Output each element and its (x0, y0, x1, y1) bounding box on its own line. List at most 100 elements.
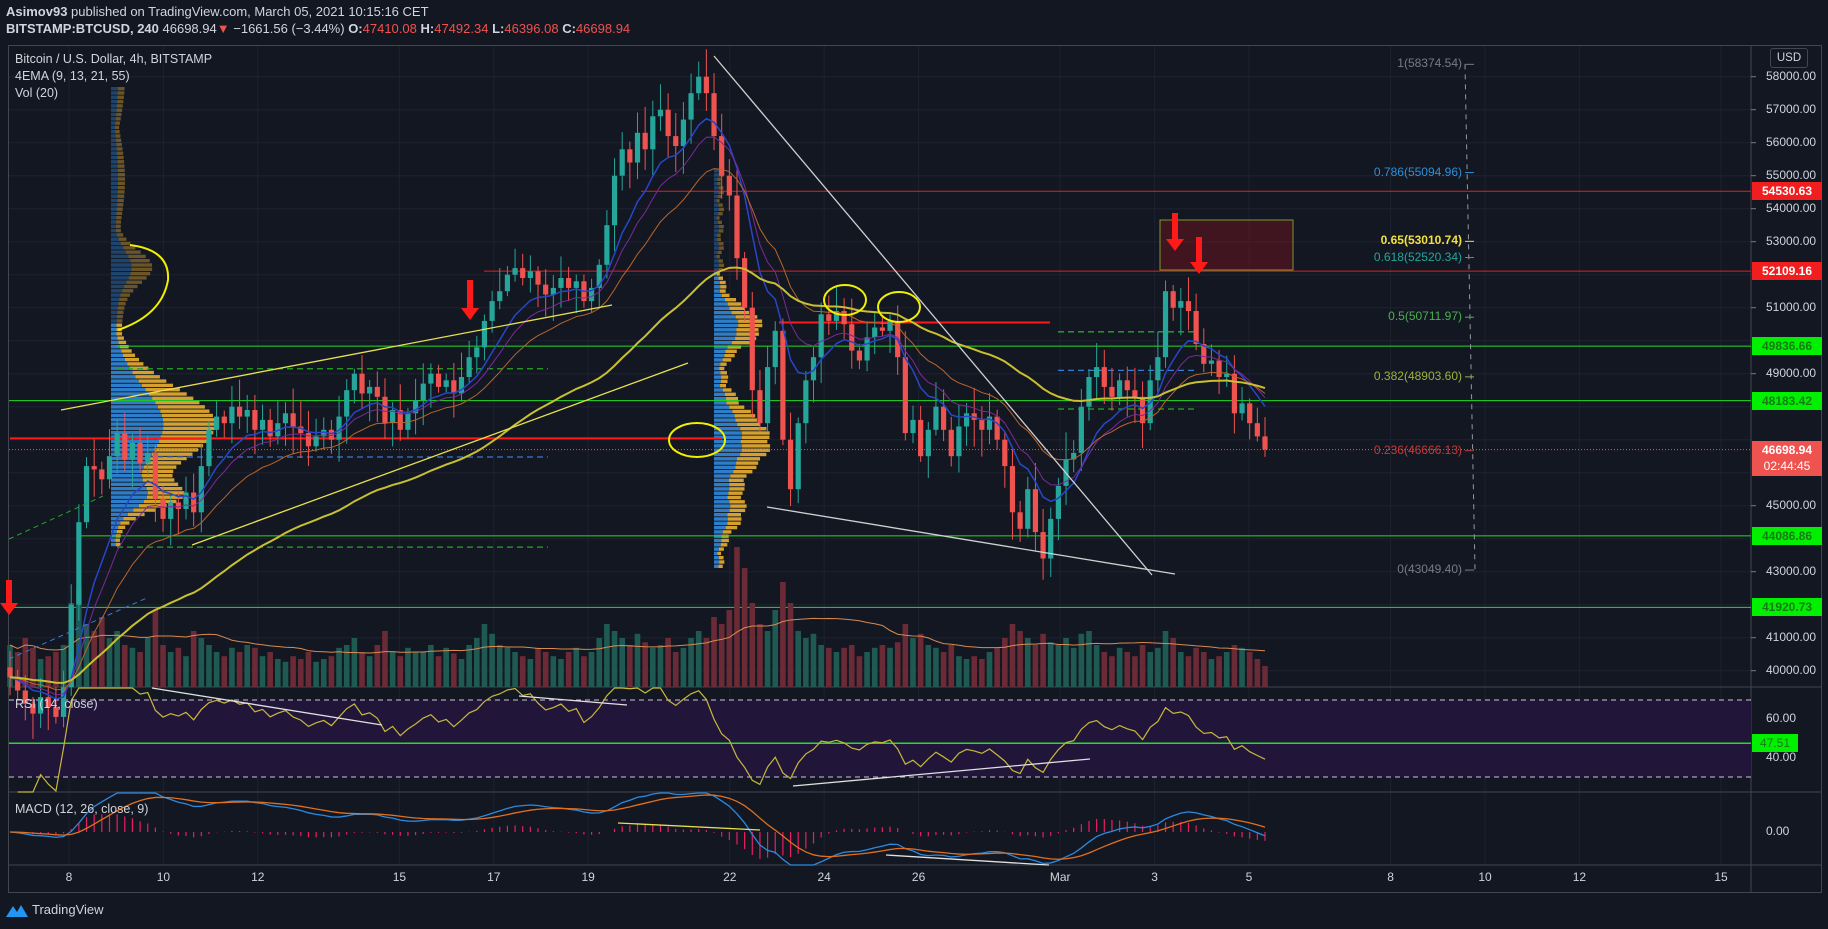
fib-level-label[interactable]: 0.65(53010.74) (1380, 233, 1462, 248)
author-name[interactable]: Asimov93 (6, 4, 68, 19)
legend-ema[interactable]: 4EMA (9, 13, 21, 55) (15, 69, 130, 83)
volume-bar (99, 617, 105, 687)
volume-bar (833, 652, 840, 687)
volume-profile-right-orange (725, 525, 738, 530)
volume-bar (496, 645, 503, 687)
ema-55-line (9, 266, 1266, 684)
volume-profile-left-orange (143, 499, 177, 504)
fib-level-label[interactable]: 0.382(48903.60) (1373, 368, 1462, 383)
currency-badge[interactable]: USD (1770, 48, 1808, 68)
volume-bar (902, 624, 909, 687)
candle-body (940, 406, 947, 430)
volume-profile-right-blue (714, 371, 721, 375)
volume-profile-right-blue (714, 267, 719, 272)
volume-profile-right-orange (736, 457, 760, 461)
candle-body (137, 443, 143, 463)
volume-profile-left-orange (117, 306, 125, 310)
candle-body (497, 291, 503, 302)
volume-profile-right-blue (714, 530, 723, 534)
volume-profile-left-orange (162, 431, 214, 435)
fib-level-label[interactable]: 0.236(46666.13) (1373, 442, 1462, 457)
candle-body (1178, 301, 1184, 308)
legend-rsi[interactable]: RSI (14, close) (15, 697, 98, 711)
volume-profile-right-blue (714, 474, 731, 478)
volume-profile-right-orange (716, 255, 720, 259)
volume-bar (810, 633, 817, 687)
fib-level-label[interactable]: 0.5(50711.97) (1388, 309, 1462, 324)
volume-profile-right-blue (714, 556, 719, 560)
candle-body (703, 76, 709, 94)
volume-profile-right-orange (731, 310, 750, 315)
volume-profile-right-blue (714, 315, 736, 319)
publish-info: Asimov93 published on TradingView.com, M… (6, 4, 429, 19)
volume-profile-left-blue (111, 177, 118, 181)
volume-bar (397, 656, 404, 687)
candle-body (1193, 311, 1199, 344)
volume-bar (114, 631, 120, 687)
candle-body (833, 311, 840, 321)
volume-profile-right-blue (714, 525, 726, 530)
volume-bar (688, 638, 694, 687)
candle-body (129, 443, 136, 460)
fib-level-label[interactable]: 0(43049.40) (1397, 562, 1462, 577)
volume-profile-left-blue (111, 207, 117, 211)
volume-profile-left-blue (111, 400, 156, 405)
fib-level-label[interactable]: 0.786(55094.96) (1373, 164, 1462, 179)
candle-body (282, 413, 289, 424)
macd-tick-label: 0.00 (1766, 824, 1790, 838)
candle-body (1078, 406, 1084, 453)
volume-bar (1185, 656, 1192, 687)
brand-name: TradingView (32, 902, 104, 917)
brand-logo[interactable]: TradingView (6, 902, 104, 917)
macd-signal-line (9, 794, 1266, 860)
volume-bar (389, 652, 396, 687)
candle-body (596, 264, 602, 288)
high-label: H: (420, 21, 435, 36)
volume-profile-right-orange (722, 358, 732, 362)
volume-profile-left-blue (111, 491, 148, 495)
candle-body (443, 380, 449, 387)
legend-macd[interactable]: MACD (12, 26, close, 9) (15, 802, 149, 816)
volume-profile-right-orange (718, 547, 724, 551)
legend-volume[interactable]: Vol (20) (15, 86, 59, 100)
candle-body (933, 406, 939, 430)
fib-level-label[interactable]: 1(58374.54) (1397, 56, 1462, 71)
volume-profile-left-blue (111, 538, 116, 542)
volume-bar (1239, 647, 1245, 687)
volume-profile-left-blue (111, 233, 118, 237)
candle-body (887, 320, 893, 331)
volume-profile-right-orange (718, 259, 723, 263)
volume-profile-left-blue (111, 345, 120, 349)
volume-profile-right-orange (736, 332, 759, 336)
candle-body (948, 429, 954, 457)
volume-profile-left-blue (111, 173, 118, 177)
volume-bar (76, 589, 82, 687)
open-label: O: (348, 21, 363, 36)
red-arrow-icon (1196, 237, 1202, 264)
volume-profile-right-orange (735, 315, 758, 319)
highlight-ellipse (877, 291, 921, 323)
volume-profile-left-blue (111, 228, 116, 233)
volume-profile-right-blue (714, 336, 736, 341)
volume-profile-right-blue (714, 366, 720, 371)
candle-body (122, 433, 128, 460)
volume-bar (137, 652, 143, 687)
volume-profile-right-blue (714, 186, 719, 190)
volume-profile-right-blue (714, 289, 720, 293)
candle-body (910, 419, 916, 434)
volume-bar (940, 652, 947, 687)
volume-profile-left-blue (111, 284, 125, 289)
volume-profile-right-blue (714, 349, 726, 353)
volume-profile-left-blue (111, 353, 124, 357)
volume-profile-left-orange (163, 426, 216, 431)
fib-level-label[interactable]: 0.618(52520.34) (1373, 249, 1462, 264)
candle-body (168, 502, 174, 519)
volume-profile-left-orange (115, 542, 121, 547)
candle-body (145, 452, 151, 463)
close-value: 46698.94 (575, 21, 631, 36)
volume-profile-left-orange (127, 362, 144, 366)
candle-body (856, 350, 863, 361)
volume-profile-left-orange (123, 353, 136, 357)
volume-bar (558, 659, 564, 687)
